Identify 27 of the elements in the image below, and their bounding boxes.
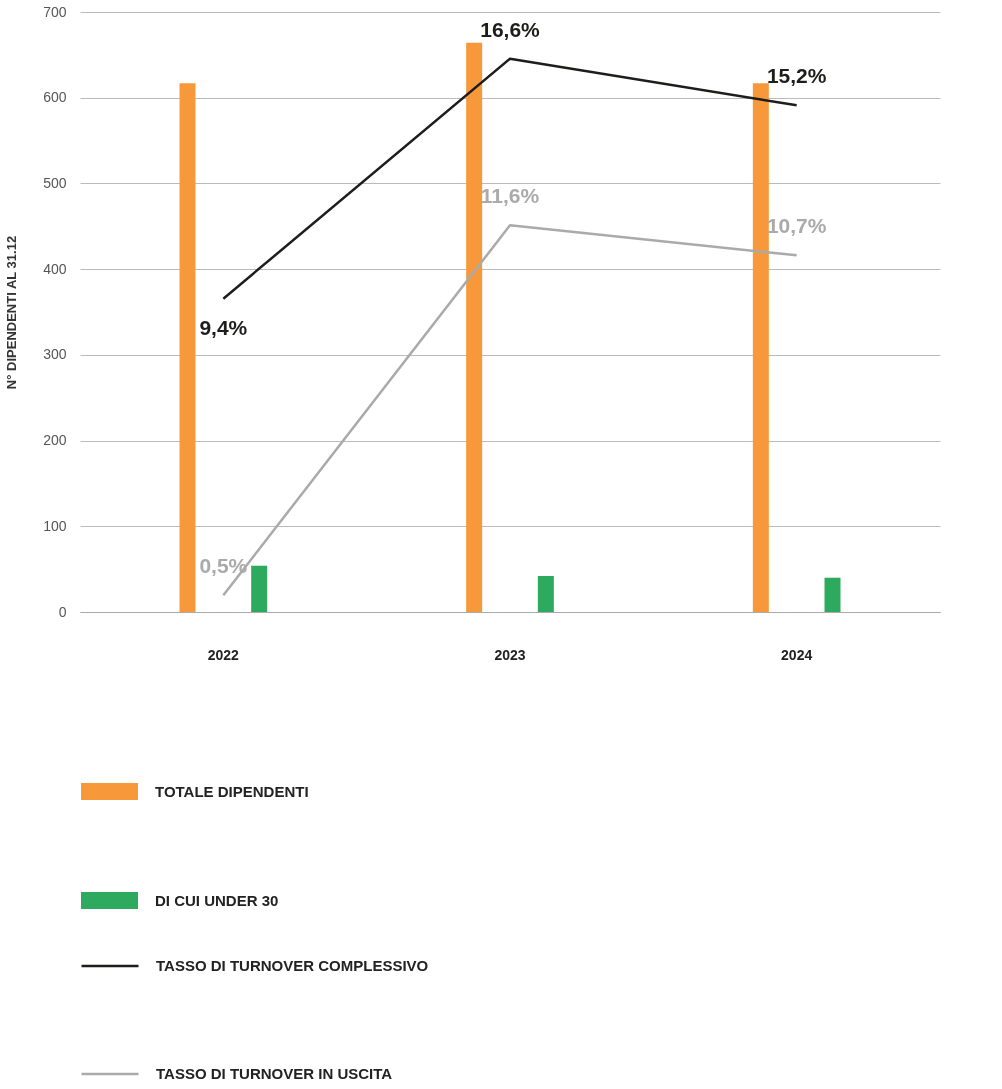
legend-label: DI CUI UNDER 30 bbox=[155, 891, 279, 909]
data-label: 15,2% bbox=[766, 64, 827, 88]
data-label: 9,4% bbox=[199, 315, 248, 339]
data-label: 0,5% bbox=[199, 554, 248, 578]
x-tick-label: 2023 bbox=[494, 646, 526, 663]
data-label: 11,6% bbox=[480, 184, 540, 208]
x-tick-label: 2022 bbox=[207, 646, 240, 663]
legend-label: TASSO DI TURNOVER IN USCITA bbox=[156, 1065, 393, 1082]
y-tick-label: 500 bbox=[43, 174, 67, 191]
bar bbox=[752, 83, 769, 612]
y-tick-label: 100 bbox=[43, 517, 67, 534]
y-tick-label: 300 bbox=[43, 346, 67, 363]
data-label: 16,6% bbox=[480, 17, 541, 41]
y-axis-title: N° DIPENDENTI AL 31.12 bbox=[4, 235, 20, 390]
x-tick-label: 2024 bbox=[781, 646, 813, 663]
y-tick-label: 700 bbox=[43, 3, 67, 20]
y-tick-label: 200 bbox=[43, 432, 67, 449]
legend-label: TASSO DI TURNOVER COMPLESSIVO bbox=[156, 957, 429, 974]
legend-label: TOTALE DIPENDENTI bbox=[155, 782, 309, 800]
bar bbox=[179, 83, 196, 612]
bar bbox=[251, 565, 268, 612]
y-tick-label: 0 bbox=[58, 603, 67, 620]
bar bbox=[537, 576, 554, 612]
y-tick-label: 600 bbox=[43, 89, 67, 106]
y-tick-label: 400 bbox=[43, 260, 67, 277]
bar bbox=[824, 577, 841, 612]
bar bbox=[466, 42, 483, 612]
